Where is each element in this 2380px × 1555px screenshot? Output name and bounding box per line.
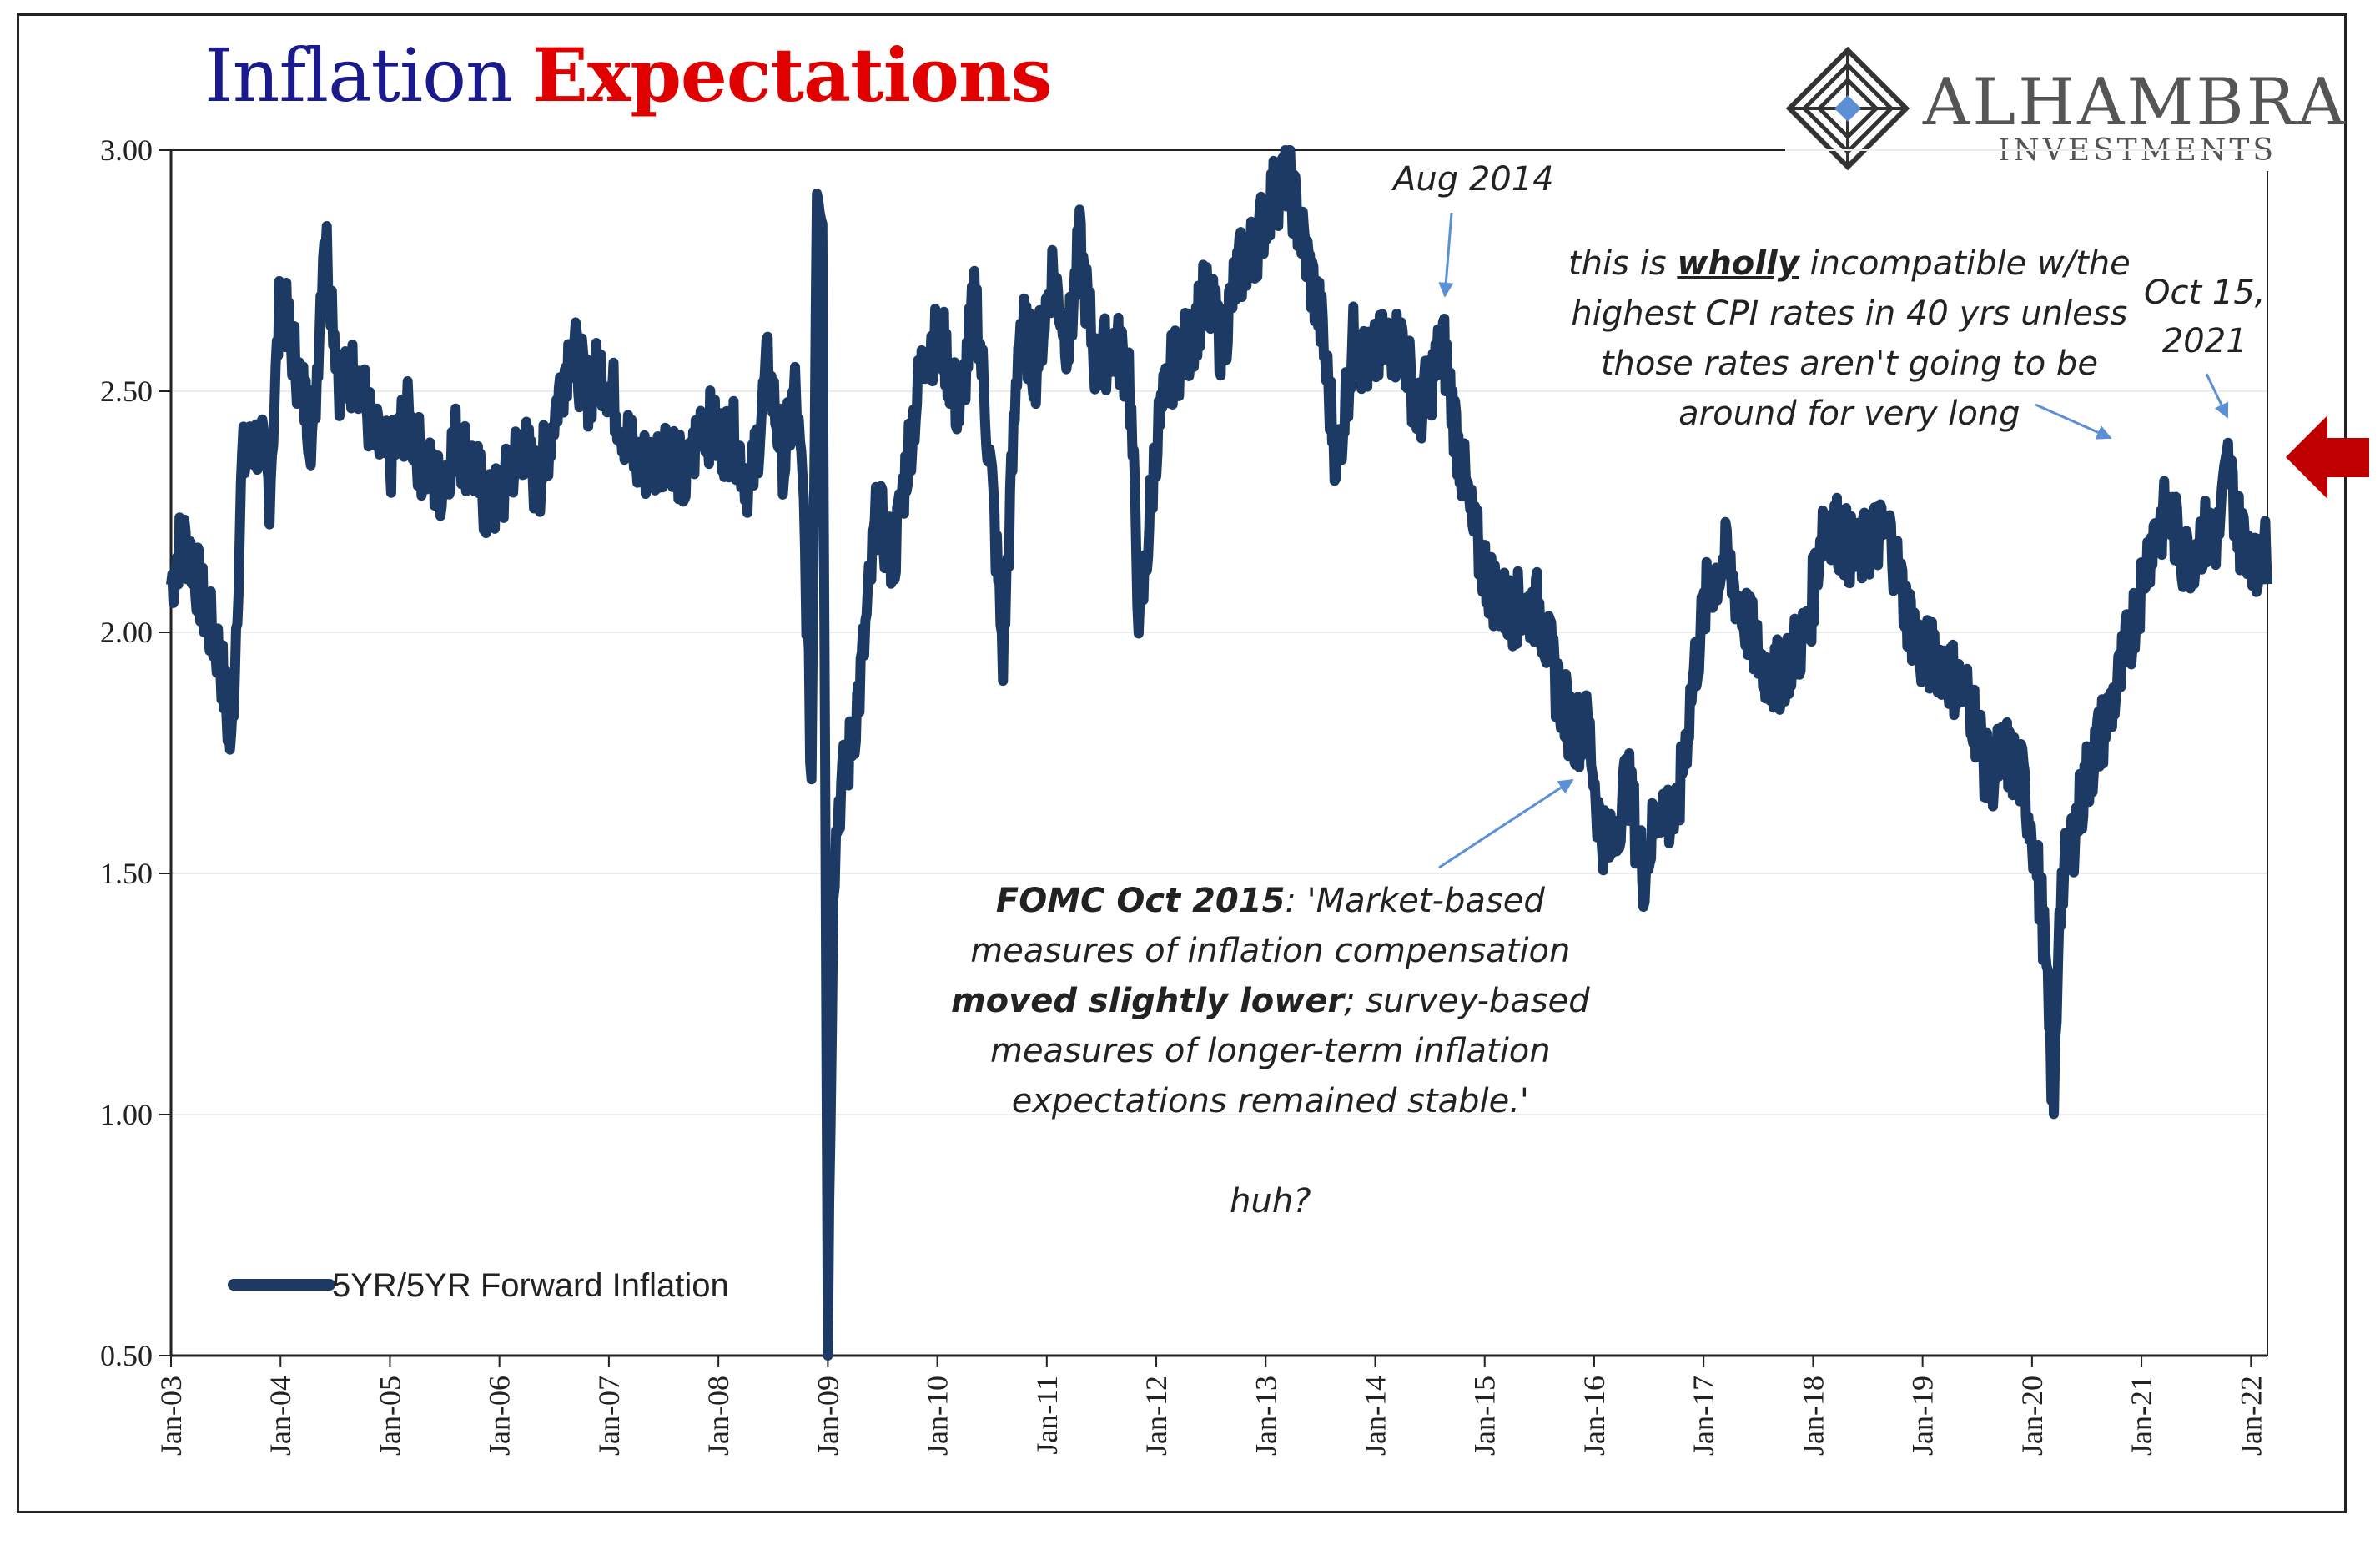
y-tick-label: 2.00 <box>100 616 153 649</box>
x-tick-label: Jan-17 <box>1687 1376 1720 1456</box>
series-line-5yr5yr <box>166 145 2272 1361</box>
fomc-line5: expectations remained stable.' <box>1011 1082 1529 1120</box>
cpi-line4: around for very long <box>1678 395 2020 433</box>
cpi-arrow <box>2035 403 2112 440</box>
fomc-line3: moved slightly lower; survey-based <box>951 982 1590 1020</box>
fomc-line1: FOMC Oct 2015: 'Market-based <box>995 882 1545 920</box>
y-tick-label: 1.50 <box>100 857 153 890</box>
x-tick-label: Jan-03 <box>154 1376 188 1456</box>
huh-label: huh? <box>1230 1182 1311 1220</box>
alhambra-logo-icon <box>1785 46 1910 171</box>
x-tick-label: Jan-13 <box>1249 1376 1282 1456</box>
annotation-oct-2021: Oct 15, 2021 <box>2144 269 2266 365</box>
x-tick-label: Jan-18 <box>1796 1376 1829 1456</box>
x-tick-label: Jan-07 <box>592 1376 626 1456</box>
aug-2014-label: Aug 2014 <box>1393 160 1554 199</box>
legend-label: 5YR/5YR Forward Inflation <box>332 1267 729 1304</box>
chart-title: Inflation Expectations <box>204 32 1053 118</box>
x-tick-label: Jan-05 <box>373 1376 406 1456</box>
oct-2021-line2: 2021 <box>2161 322 2247 360</box>
x-tick-label: Jan-04 <box>264 1376 297 1456</box>
x-tick-label: Jan-06 <box>483 1376 516 1456</box>
y-tick-labels: 0.50 1.00 1.50 2.00 2.50 3.00 <box>100 133 153 1372</box>
latest-value-arrow-icon <box>2286 415 2369 499</box>
x-tick-label: Jan-19 <box>1906 1376 1940 1456</box>
x-tick-label: Jan-15 <box>1468 1376 1502 1456</box>
oct-2021-line1: Oct 15, <box>2144 274 2266 312</box>
x-tick-label: Jan-20 <box>2015 1376 2049 1456</box>
x-tick-label: Jan-21 <box>2125 1376 2158 1456</box>
legend: 5YR/5YR Forward Inflation <box>228 1267 729 1304</box>
x-tick-label: Jan-10 <box>921 1376 954 1456</box>
y-tick-label: 1.00 <box>100 1098 153 1131</box>
cpi-line1: this is wholly incompatible w/the <box>1568 244 2131 283</box>
aug-2014-arrow <box>1438 212 1454 298</box>
x-tick-label: Jan-14 <box>1358 1376 1391 1456</box>
fomc-spacer <box>951 1126 1590 1176</box>
oct-2021-arrow <box>2205 373 2229 419</box>
annotation-fomc: FOMC Oct 2015: 'Market-based measures of… <box>951 876 1590 1226</box>
x-tick-label: Jan-09 <box>811 1376 844 1456</box>
annotation-aug-2014: Aug 2014 <box>1393 154 1554 204</box>
annotation-arrows <box>1438 212 2369 869</box>
fomc-line4: measures of longer-term inflation <box>989 1032 1551 1070</box>
fomc-line2: measures of inflation compensation <box>970 932 1571 970</box>
chart-frame <box>17 13 2347 1513</box>
title-part-1: Inflation <box>204 33 513 118</box>
y-tick-label: 3.00 <box>100 133 153 167</box>
axes <box>159 149 2268 1367</box>
cpi-line2: highest CPI rates in 40 yrs unless <box>1571 294 2128 333</box>
logo-name: ALHAMBRA <box>1923 65 2347 140</box>
cpi-line3: those rates aren't going to be <box>1600 345 2098 383</box>
title-part-2: Expectations <box>531 32 1053 118</box>
x-tick-label: Jan-12 <box>1140 1376 1173 1456</box>
annotation-cpi: this is wholly incompatible w/the highes… <box>1568 239 2131 439</box>
y-tick-label: 0.50 <box>100 1339 153 1372</box>
x-tick-label: Jan-11 <box>1030 1376 1064 1455</box>
x-tick-label: Jan-08 <box>702 1376 735 1456</box>
x-tick-label: Jan-22 <box>2234 1376 2267 1456</box>
series-lines <box>166 145 2272 1361</box>
x-tick-label: Jan-16 <box>1577 1376 1611 1456</box>
y-tick-label: 2.50 <box>100 375 153 408</box>
x-tick-labels: Jan-03 Jan-04 Jan-05 Jan-06 Jan-07 Jan-08 Jan-… <box>154 1376 2267 1456</box>
fomc-arrow <box>1438 778 1574 869</box>
